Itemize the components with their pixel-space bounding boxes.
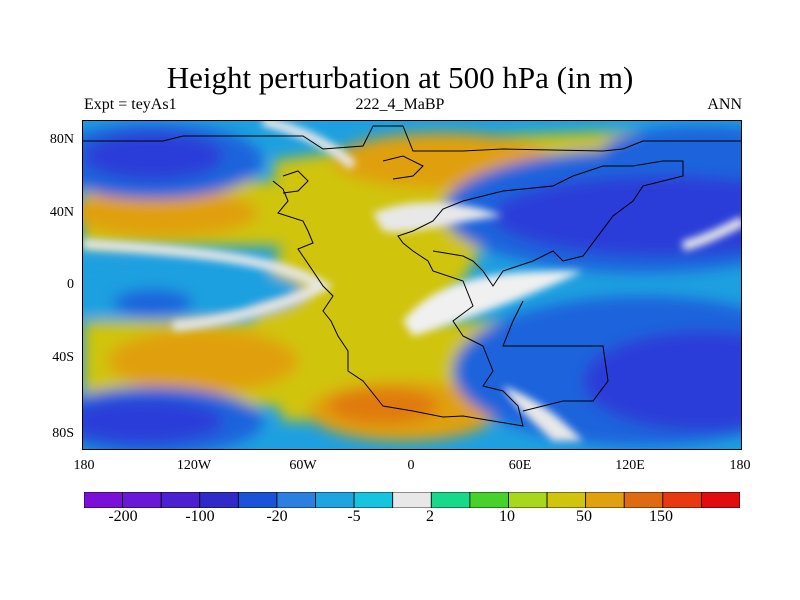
y-tick-label: 80S [52, 426, 74, 441]
colorbar-swatch [662, 492, 702, 508]
colorbar-swatch [276, 492, 316, 508]
y-tick-label: 0 [67, 277, 74, 292]
colorbar-swatch [469, 492, 509, 508]
colorbar-swatch [84, 492, 123, 508]
colorbar-swatch [701, 492, 740, 508]
map-svg [83, 121, 741, 449]
colorbar-label: 10 [499, 508, 515, 525]
period-label: 222_4_MaBP [355, 96, 445, 113]
x-tick-label: 120W [176, 458, 212, 473]
colorbar-label: 150 [649, 508, 673, 525]
colorbar-swatch [160, 492, 201, 508]
coastlines [83, 125, 741, 427]
x-tick-label: 0 [407, 458, 415, 473]
chart-title: Height perturbation at 500 hPa (in m) [166, 60, 634, 95]
colorbar-swatch [546, 492, 587, 508]
colorbar-label: 50 [576, 508, 592, 525]
x-tick-label: 60W [289, 458, 317, 473]
x-tick-label: 180 [729, 458, 751, 473]
x-tick-label: 120E [615, 458, 645, 473]
x-tick-label: 180 [73, 458, 95, 473]
colorbar-swatch [122, 492, 162, 508]
y-tick-label: 40S [52, 350, 74, 365]
colorbar-swatch [237, 492, 278, 508]
colorbar-label: -200 [108, 508, 138, 525]
x-tick-label: 60E [508, 458, 532, 473]
experiment-label: Expt = teyAs1 [84, 96, 177, 113]
y-tick-label: 40N [49, 205, 74, 220]
colorbar [84, 492, 740, 508]
colorbar-swatch [623, 492, 664, 508]
colorbar-label: -5 [347, 508, 361, 525]
colorbar-swatch [353, 492, 394, 508]
contour-fields [83, 123, 741, 449]
colorbar-swatch [508, 492, 548, 508]
map-plot-area [82, 120, 742, 450]
season-label: ANN [707, 96, 742, 113]
colorbar-label: -20 [266, 508, 288, 525]
colorbar-swatch [430, 492, 471, 508]
zero-contour-bands [83, 121, 741, 441]
colorbar-swatch [585, 492, 625, 508]
colorbar-label: 2 [426, 508, 434, 525]
colorbar-swatch [199, 492, 239, 508]
colorbar-label: -100 [185, 508, 215, 525]
colorbar-swatch [392, 492, 432, 508]
colorbar-swatch [315, 492, 355, 508]
y-tick-label: 80N [49, 132, 74, 147]
